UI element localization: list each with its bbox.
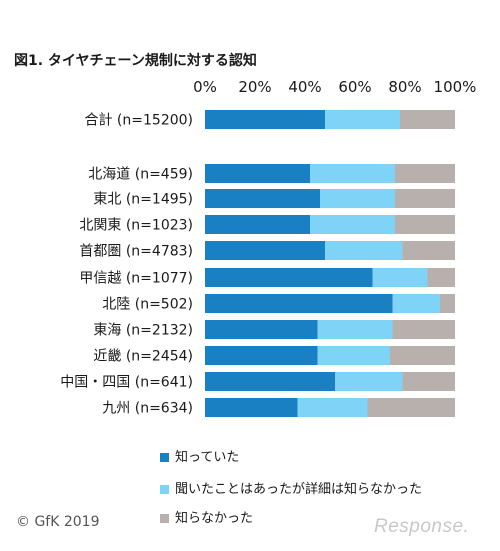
bar-segment-heard (310, 164, 395, 183)
x-tick-label: 20% (238, 78, 271, 96)
legend-item-heard: 聞いたことはあったが詳細は知らなかった (160, 478, 422, 497)
bar-segment-known (205, 320, 318, 339)
category-label: 北関東 (n=1023) (79, 218, 193, 234)
bar-segment-unknown (390, 346, 455, 365)
category-label: 合計 (n=15200) (84, 113, 193, 129)
category-label: 東海 (n=2132) (93, 323, 193, 339)
bar-segment-known (205, 268, 373, 287)
legend-label-heard: 聞いたことはあったが詳細は知らなかった (175, 482, 423, 497)
x-tick-label: 0% (193, 78, 217, 96)
category-label: 北海道 (n=459) (88, 167, 193, 183)
bar-segment-known (205, 294, 393, 313)
bar-segment-known (205, 346, 318, 365)
bar-segment-heard (317, 346, 390, 365)
bar-segment-heard (325, 110, 400, 129)
category-label: 首都圏 (n=4783) (79, 244, 193, 260)
bar-segment-heard (297, 398, 368, 417)
bar-segment-unknown (395, 164, 455, 183)
category-label: 北陸 (n=502) (102, 297, 193, 313)
bar-segment-unknown (395, 189, 455, 208)
bar-segment-unknown (402, 372, 455, 391)
bar-segment-unknown (400, 110, 455, 129)
bar-segment-heard (320, 189, 395, 208)
bar-segment-unknown (427, 268, 455, 287)
bar-segment-known (205, 241, 325, 260)
bar-segment-heard (325, 241, 403, 260)
bar-segment-unknown (395, 215, 455, 234)
bar-segment-known (205, 398, 298, 417)
watermark-logo: Response. (374, 516, 470, 537)
category-label: 近畿 (n=2454) (93, 349, 193, 365)
copyright-text: © GfK 2019 (16, 514, 100, 530)
bar-segment-known (205, 189, 320, 208)
bar-segment-known (205, 110, 325, 129)
legend-swatch-known (160, 453, 169, 462)
legend-item-known: 知っていた (160, 446, 239, 465)
legend-swatch-unknown (160, 514, 169, 523)
category-label: 中国・四国 (n=641) (60, 375, 193, 391)
bar-segment-heard (392, 294, 440, 313)
bar-segment-heard (310, 215, 395, 234)
bar-segment-unknown (440, 294, 455, 313)
bar-segment-heard (317, 320, 393, 339)
legend-swatch-heard (160, 485, 169, 494)
legend-label-unknown: 知らなかった (175, 511, 254, 526)
bar-segment-known (205, 164, 310, 183)
bar-segment-known (205, 372, 335, 391)
chart-title: 図1. タイヤチェーン規制に対する認知 (14, 53, 257, 69)
category-label: 東北 (n=1495) (93, 192, 193, 208)
bar-segment-heard (372, 268, 428, 287)
bar-segment-unknown (402, 241, 455, 260)
x-tick-label: 80% (388, 78, 421, 96)
category-label: 九州 (n=634) (102, 401, 193, 417)
x-tick-label: 100% (434, 78, 477, 96)
bar-segment-known (205, 215, 310, 234)
legend-label-known: 知っていた (175, 450, 240, 465)
bar-segment-heard (335, 372, 403, 391)
bar-segment-unknown (367, 398, 455, 417)
category-label: 甲信越 (n=1077) (79, 271, 193, 287)
x-tick-label: 40% (288, 78, 321, 96)
x-tick-label: 60% (338, 78, 371, 96)
bar-segment-unknown (392, 320, 455, 339)
legend-item-unknown: 知らなかった (160, 507, 253, 526)
